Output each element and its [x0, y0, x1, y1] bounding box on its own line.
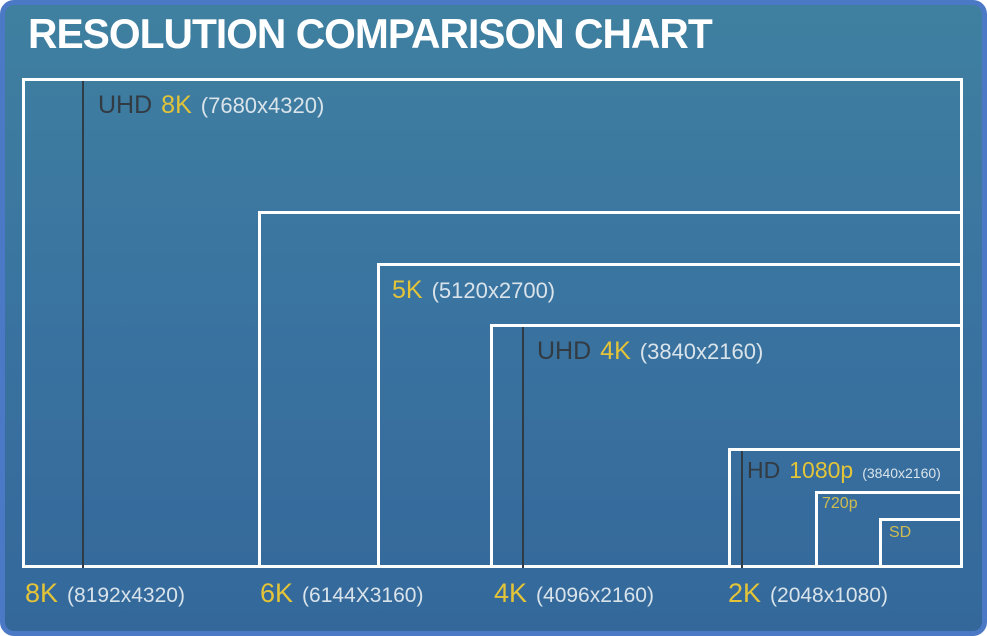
label-uhd-8k-prefix: UHD — [98, 91, 153, 119]
bottom-label-6k-name: 6K — [260, 578, 294, 608]
label-sd-name: SD — [889, 524, 912, 541]
label-hd-1080p-detail: (3840x2160) — [862, 465, 941, 481]
label-5k-detail: (5120x2700) — [431, 278, 556, 303]
label-uhd-8k-detail: (7680x4320) — [200, 93, 325, 118]
label-uhd-4k-prefix: UHD — [537, 337, 592, 365]
bottom-label-8k-name: 8K — [25, 578, 59, 608]
edge-line-hd-1080p — [741, 451, 743, 568]
label-720p: 720p — [822, 495, 858, 513]
bottom-label-6k: 6K (6144X3160) — [260, 578, 423, 609]
label-5k-name: 5K — [392, 276, 423, 304]
label-720p-name: 720p — [822, 495, 858, 512]
edge-line-uhd-4k — [522, 327, 524, 568]
label-uhd-4k-name: 4K — [600, 337, 631, 365]
bottom-label-2k-detail: (2048x1080) — [770, 584, 888, 607]
bottom-label-4k-name: 4K — [494, 578, 528, 608]
bottom-label-4k: 4K (4096x2160) — [494, 578, 654, 609]
label-hd-1080p-name: 1080p — [789, 457, 854, 483]
label-uhd-4k-detail: (3840x2160) — [639, 339, 764, 364]
label-uhd-4k: UHD 4K (3840x2160) — [537, 337, 763, 366]
page-title: RESOLUTION COMPARISON CHART — [28, 10, 713, 57]
rect-sd — [879, 518, 963, 568]
label-hd-1080p: HD 1080p (3840x2160) — [747, 457, 941, 484]
bottom-label-2k-name: 2K — [728, 578, 762, 608]
label-uhd-8k-name: 8K — [161, 91, 192, 119]
rect-4k — [490, 324, 963, 568]
label-sd: SD — [889, 524, 911, 542]
label-hd-1080p-prefix: HD — [747, 457, 781, 483]
bottom-label-4k-detail: (4096x2160) — [536, 584, 654, 607]
label-uhd-8k: UHD 8K (7680x4320) — [98, 91, 324, 120]
bottom-label-8k-detail: (8192x4320) — [67, 584, 185, 607]
label-5k: 5K (5120x2700) — [392, 276, 555, 305]
bottom-label-2k: 2K (2048x1080) — [728, 578, 888, 609]
bottom-label-8k: 8K (8192x4320) — [25, 578, 185, 609]
bottom-label-6k-detail: (6144X3160) — [302, 584, 424, 607]
edge-line-uhd-8k — [82, 81, 84, 568]
